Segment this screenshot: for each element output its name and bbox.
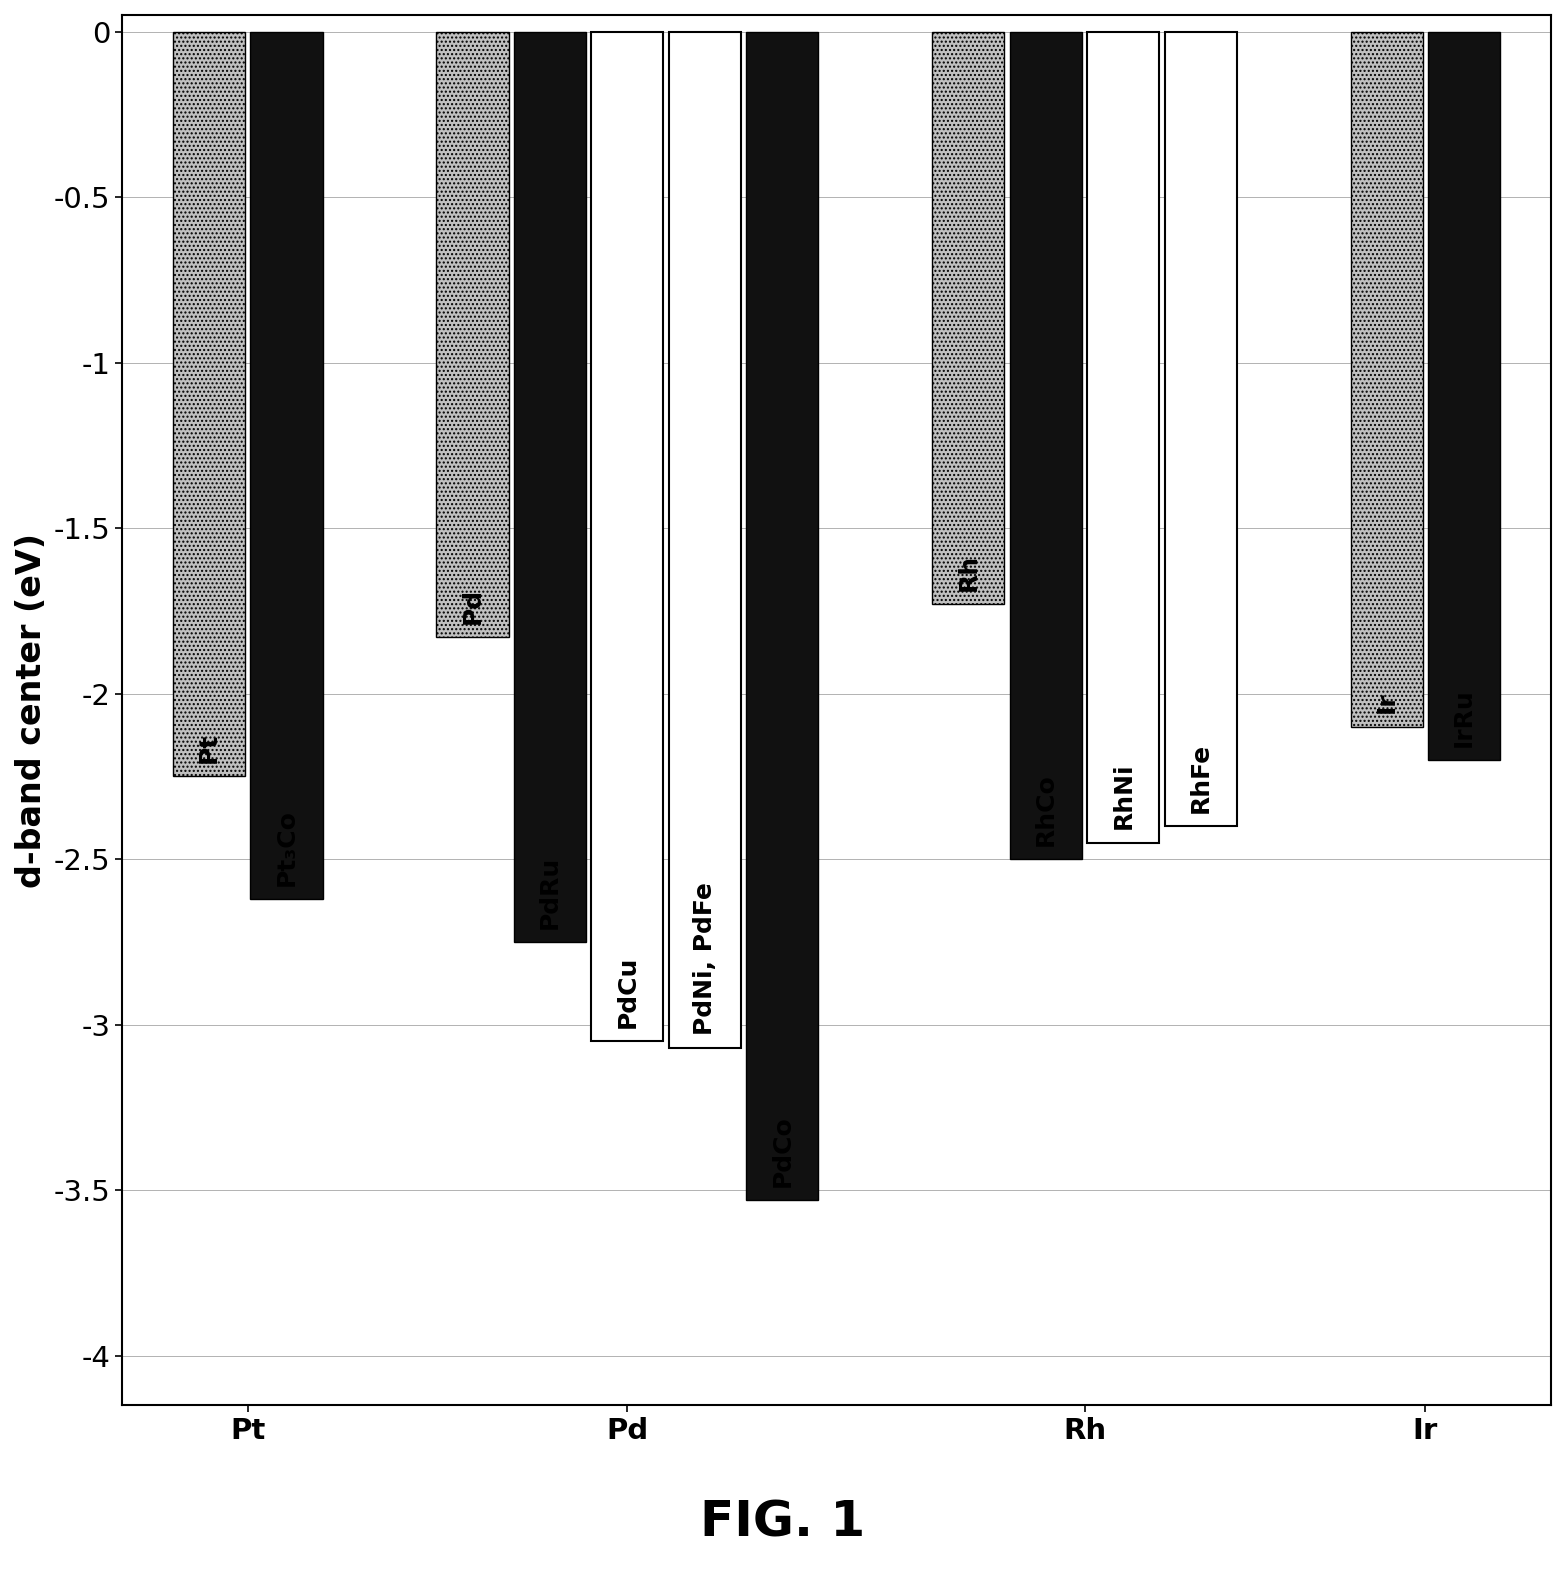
Text: PdCu: PdCu — [615, 956, 639, 1028]
Bar — [1350, 31, 1423, 727]
Bar — [172, 31, 244, 776]
Text: IrRu: IrRu — [1452, 688, 1477, 747]
Text: RhFe: RhFe — [1189, 743, 1212, 813]
Bar — [251, 31, 323, 900]
Bar — [1087, 31, 1159, 843]
Text: RhNi: RhNi — [1112, 763, 1135, 829]
Text: Pt₃Co: Pt₃Co — [274, 809, 299, 885]
Text: Pd: Pd — [460, 587, 484, 625]
Y-axis label: d-band center (eV): d-band center (eV) — [16, 532, 49, 887]
Text: PdRu: PdRu — [537, 856, 562, 928]
Bar — [1010, 31, 1082, 859]
Bar — [745, 31, 819, 1199]
Bar — [669, 31, 741, 1047]
Bar — [592, 31, 664, 1041]
Text: Rh: Rh — [957, 554, 980, 590]
Bar — [514, 31, 586, 942]
Text: PdNi, PdFe: PdNi, PdFe — [692, 882, 717, 1035]
Bar — [1165, 31, 1237, 826]
Text: PdCo: PdCo — [770, 1115, 794, 1187]
Text: FIG. 1: FIG. 1 — [700, 1499, 866, 1546]
Bar — [932, 31, 1004, 604]
Bar — [437, 31, 509, 637]
Text: Pt: Pt — [197, 733, 221, 763]
Text: RhCo: RhCo — [1034, 772, 1057, 846]
Text: Ir: Ir — [1375, 692, 1398, 713]
Bar — [1428, 31, 1500, 760]
